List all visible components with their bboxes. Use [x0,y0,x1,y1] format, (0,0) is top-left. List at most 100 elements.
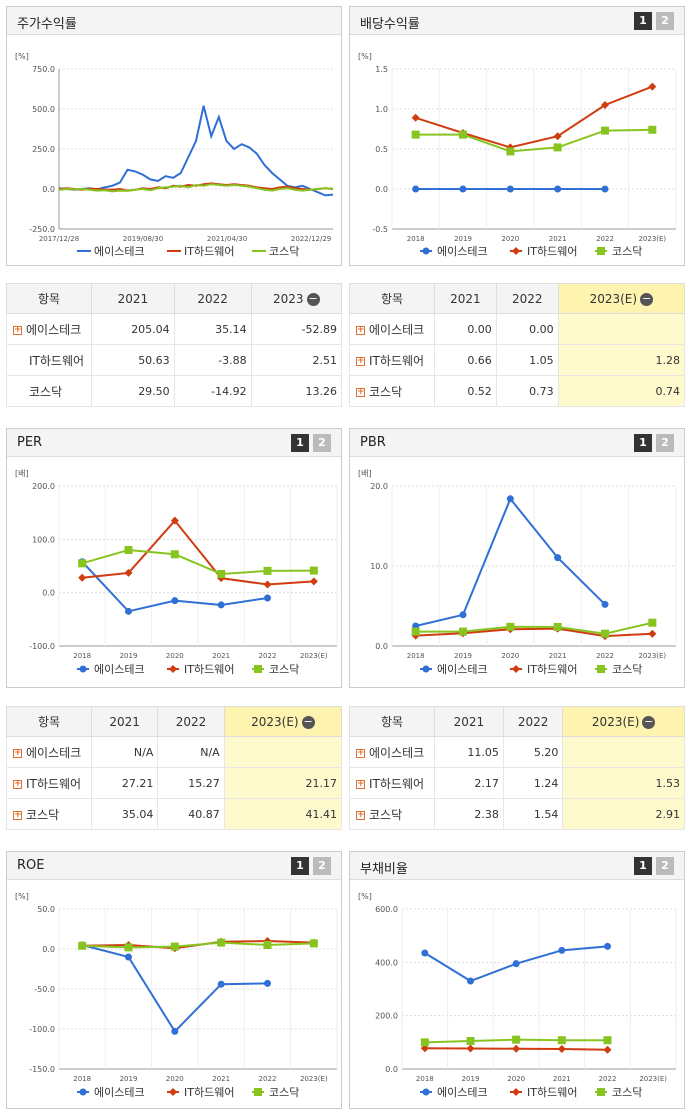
row-label[interactable]: + 에이스테크 [349,313,435,345]
row-label[interactable]: IT하드웨어 [6,344,92,376]
expand-icon[interactable]: + [356,778,365,789]
data-point [506,495,514,503]
row-label[interactable]: + 코스닥 [6,798,92,830]
legend-label: IT하드웨어 [184,244,234,258]
expand-icon[interactable]: + [13,809,22,820]
table-dividend: 항목 2021 2022 2023(E) − + 에이스테크 0.00 0.00 + IT하드웨어 0… [349,283,686,407]
table-cell: 1.28 [557,344,686,376]
cell-value: 50.63 [138,353,170,367]
table-cell [557,313,686,345]
x-tick-label: 2019 [462,1075,480,1083]
column-header: 2021 [91,283,175,314]
y-tick-label: 750.0 [32,65,55,74]
y-tick-label: 200.0 [375,1012,398,1021]
data-point [170,550,179,559]
expand-icon[interactable]: + [356,386,365,397]
row-label[interactable]: + 에이스테크 [6,736,92,768]
cell-value: 40.87 [188,807,220,821]
row-label[interactable]: + 에이스테크 [349,736,435,768]
expand-icon[interactable]: + [356,747,365,758]
y-tick-label: 500.0 [32,105,55,114]
table-cell: -52.89 [250,313,343,345]
table-cell: -3.88 [173,344,252,376]
data-point [217,980,225,988]
expand-icon[interactable]: + [13,778,22,789]
data-point [124,568,133,577]
data-point [466,1044,475,1053]
page-2-button[interactable]: 2 [313,434,331,452]
chart-title: 주가수익률 [17,17,77,32]
table-cell: 1.54 [502,798,564,830]
axis-unit: [배] [358,469,372,478]
series-line [81,944,268,1034]
row-label[interactable]: + IT하드웨어 [349,767,435,799]
legend-label: 코스닥 [269,1086,299,1099]
row-label[interactable]: + IT하드웨어 [6,767,92,799]
expand-icon[interactable]: + [13,747,22,758]
page-1-button[interactable]: 1 [291,434,309,452]
series-line [415,128,653,153]
data-point [78,573,87,582]
page-1-button[interactable]: 1 [634,12,652,30]
table-row: + 에이스테크 205.04 35.14 -52.89 [6,313,343,345]
data-point [512,1044,521,1053]
expand-icon[interactable]: + [356,809,365,820]
page-1-button[interactable]: 1 [291,857,309,875]
data-point [466,1037,475,1045]
collapse-icon[interactable]: − [642,714,656,729]
table-cell: 15.27 [157,767,225,799]
axis-unit: [%] [358,892,372,901]
row-label-text: IT하드웨어 [369,353,425,368]
data-point [217,569,226,578]
column-header: 2021 [434,706,504,737]
data-point [169,665,177,673]
data-point [557,1036,566,1045]
data-point [604,942,611,950]
data-point [506,185,514,193]
data-point [421,949,429,957]
data-point [78,941,87,950]
column-header-label: 2021 [453,714,485,729]
page-1-button[interactable]: 1 [634,857,652,875]
data-point [512,1088,520,1096]
page-2-button[interactable]: 2 [656,12,674,30]
y-tick-label: 100.0 [32,535,55,544]
x-tick-label: 2018 [407,652,425,660]
panel-pbr: PBR 1 2 [배] 20.0 10.0 0.0 2018 2019 2020 2021 20… [349,428,685,688]
row-label[interactable]: + 코스닥 [349,798,435,830]
data-point [125,953,132,961]
expand-icon[interactable]: + [356,324,365,335]
data-point [264,594,271,602]
row-label[interactable]: + IT하드웨어 [349,344,435,376]
column-header-label: 2022 [517,714,549,729]
chart-roe: [%] 50.0 0.0 -50.0 -100.0 -150.0 2018 2019 2020 2… [15,892,338,1099]
x-tick-label: 2023(E) [639,1075,667,1083]
row-label[interactable]: 코스닥 [6,375,92,407]
collapse-icon[interactable]: − [301,714,315,729]
row-label-text: 에이스테크 [26,745,82,760]
expand-icon[interactable]: + [356,355,365,366]
collapse-icon[interactable]: − [640,291,654,306]
x-tick-label: 2020 [501,652,519,660]
data-point [411,113,420,122]
page-2-button[interactable]: 2 [656,857,674,875]
column-header: 2023(E) − [557,283,686,314]
collapse-icon[interactable]: − [306,291,320,306]
row-label[interactable]: + 에이스테크 [6,313,92,345]
page-2-button[interactable]: 2 [313,857,331,875]
panel-header: 배당수익률 1 2 [350,7,684,35]
panel-dividend: 배당수익률 1 2 [%] 1.5 1.0 0.5 0.0 -0.5 2018 2019 202… [349,6,685,266]
x-tick-label: 2021 [212,652,230,660]
page-2-button[interactable]: 2 [656,434,674,452]
panel-roe: ROE 1 2 [%] 50.0 0.0 -50.0 -100.0 -150.0 2018 2… [6,851,342,1109]
table-cell: 5.20 [502,736,564,768]
row-label[interactable]: + 코스닥 [349,375,435,407]
expand-icon[interactable]: + [13,324,22,335]
x-tick-label: 2021/04/30 [207,235,247,243]
page-1-button[interactable]: 1 [634,434,652,452]
table-cell: 27.21 [90,767,159,799]
table-header-row: 항목 2021 2022 2023(E) − [349,706,685,737]
cell-value: 205.04 [131,322,170,336]
table-cell: 0.74 [557,375,686,407]
